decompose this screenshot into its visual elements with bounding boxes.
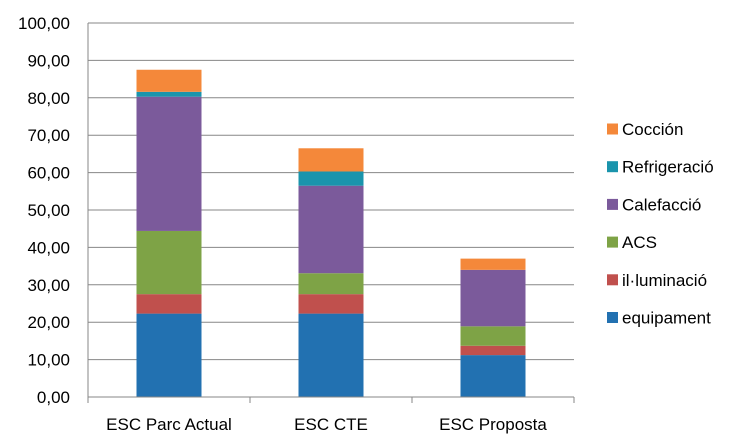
y-tick-label: 90,00 <box>27 51 70 70</box>
bar-segment <box>136 313 202 397</box>
y-tick-label: 40,00 <box>27 238 70 257</box>
bar-segment <box>136 91 202 97</box>
bar-segment <box>298 273 364 295</box>
legend-swatch <box>607 236 618 248</box>
legend-swatch <box>607 312 618 323</box>
legend-label: Refrigeració <box>622 158 714 177</box>
legend-label: ACS <box>622 233 657 252</box>
x-tick-label: ESC Parc Actual <box>106 415 232 434</box>
bar-segment <box>298 171 364 186</box>
bar-segment <box>460 345 526 356</box>
y-tick-label: 20,00 <box>27 313 70 332</box>
bar-segment <box>298 148 364 172</box>
y-tick-label: 80,00 <box>27 89 70 108</box>
y-tick-label: 50,00 <box>27 201 70 220</box>
y-tick-label: 100,00 <box>18 14 70 33</box>
legend: Cocción Refrigeració Calefacció ACS il·lumin… <box>607 120 714 328</box>
x-axis-tick-labels: ESC Parc Actual ESC CTE ESC Proposta <box>106 415 547 434</box>
x-tick-label: ESC Proposta <box>439 415 547 434</box>
bar-segment <box>460 326 526 346</box>
legend-label: Calefacció <box>622 195 701 214</box>
legend-swatch <box>607 161 618 173</box>
bar-segment <box>136 230 202 295</box>
bar-segment <box>136 96 202 231</box>
y-tick-label: 0,00 <box>37 388 70 407</box>
bar-segment <box>460 269 526 327</box>
y-tick-label: 60,00 <box>27 164 70 183</box>
y-axis-tick-labels: 0,00 10,00 20,00 30,00 40,00 50,00 60,00 70,00 8… <box>18 14 70 407</box>
legend-swatch <box>607 198 618 210</box>
bar-segment <box>136 69 202 92</box>
bar-stacks <box>136 69 526 397</box>
bar-segment <box>136 294 202 314</box>
legend-label: equipament <box>622 309 711 328</box>
bar-segment <box>298 294 364 314</box>
x-tick-label: ESC CTE <box>294 415 368 434</box>
bar-segment <box>298 185 364 274</box>
axes <box>87 23 575 403</box>
y-tick-label: 10,00 <box>27 351 70 370</box>
legend-label: il·luminació <box>622 271 707 290</box>
y-tick-label: 30,00 <box>27 276 70 295</box>
legend-swatch <box>607 274 618 286</box>
bar-segment <box>460 355 526 397</box>
legend-swatch <box>607 123 618 135</box>
y-tick-label: 70,00 <box>27 126 70 145</box>
bar-segment <box>298 313 364 397</box>
legend-label: Cocción <box>622 120 683 139</box>
bar-segment <box>460 258 526 270</box>
